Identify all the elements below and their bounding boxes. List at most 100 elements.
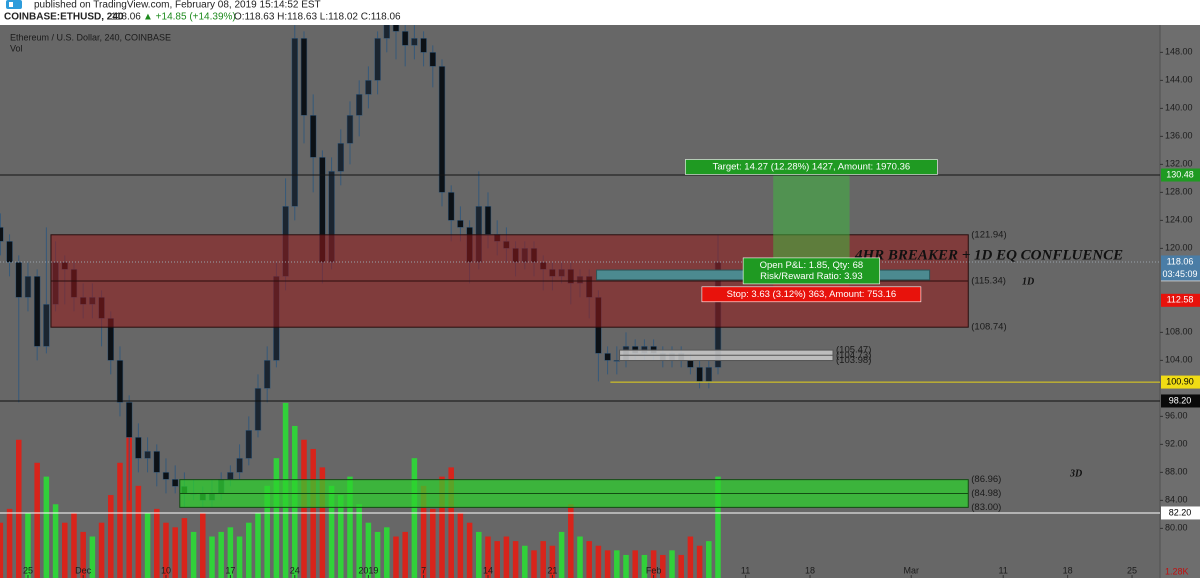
candle-body [43, 304, 50, 347]
volume-bar [715, 476, 721, 578]
volume-bar [623, 554, 629, 578]
volume-bar [632, 550, 638, 578]
volume-bar [89, 536, 96, 578]
volume-bar [549, 545, 556, 578]
volume-bar [135, 485, 142, 578]
ohlc: O:118.63 H:118.63 L:118.02 C:118.06 [234, 12, 401, 23]
pnl-label-box [742, 257, 880, 285]
y-tick-label: 80.00 [1165, 523, 1188, 533]
volume-bar [328, 485, 335, 578]
volume-bar [163, 522, 169, 578]
volume-bar [568, 504, 574, 578]
price-label: 118.06 [1167, 256, 1194, 266]
countdown: 03:45:09 [1162, 269, 1197, 279]
price-label-box [1161, 293, 1200, 307]
volume-bar [457, 513, 464, 578]
volume-bar [98, 522, 105, 578]
volume-bar [540, 541, 546, 578]
price-label: 130.48 [1166, 169, 1194, 179]
volume-bar [347, 476, 353, 578]
volume-bar [62, 522, 68, 578]
y-tick-label: 140.00 [1165, 103, 1193, 113]
annotation: 1D [1022, 276, 1034, 287]
candle-body [401, 31, 409, 46]
candle-body [309, 115, 317, 158]
x-tick-label: 25 [23, 565, 33, 575]
price-label: 112.58 [1167, 295, 1194, 305]
symbol: COINBASE:ETHUSD, 240 [4, 12, 124, 23]
volume-bar [246, 522, 252, 578]
volume-bar [16, 439, 22, 578]
y-tick-label: 148.00 [1165, 47, 1193, 57]
x-tick-label: 21 [547, 565, 557, 575]
tv-logo [6, 0, 22, 9]
price-label: 100.90 [1166, 376, 1194, 386]
volume-bar [466, 522, 473, 578]
zone-label: (103.98) [836, 355, 871, 366]
volume-bar [448, 467, 454, 578]
volume-bar [25, 513, 31, 578]
candle-body [291, 38, 298, 207]
annotation: 3D [1069, 468, 1082, 479]
candle-body [245, 430, 252, 459]
zone-label: (84.98) [971, 488, 1001, 499]
volume-bar [558, 531, 565, 578]
y-tick-label: 144.00 [1165, 75, 1193, 85]
candle-body [337, 143, 344, 172]
volume-bar [485, 536, 491, 578]
candle-body [457, 220, 464, 228]
candle-body [116, 360, 124, 403]
price-label-box [1161, 168, 1200, 182]
volume-bar [476, 531, 482, 578]
volume-bar [34, 462, 40, 578]
volume-bar [227, 527, 234, 578]
y-tick-label: 124.00 [1165, 215, 1193, 225]
volume-bar [614, 550, 620, 578]
volume-bar [255, 513, 261, 578]
chart-title: Ethereum / U.S. Dollar, 240, COINBASE [10, 32, 171, 42]
zone-label: (86.96) [971, 474, 1001, 485]
volume-bar [356, 504, 362, 578]
x-tick-label: 18 [1063, 565, 1073, 575]
stop-label-box [701, 286, 922, 303]
candle-body [374, 38, 381, 81]
volume-bar [236, 536, 243, 578]
volume-bar [71, 513, 77, 578]
candle-body [484, 206, 492, 235]
candle-body [355, 94, 363, 116]
x-tick-label: 11 [741, 565, 750, 575]
candle-body [33, 276, 41, 347]
y-tick-label: 136.00 [1165, 131, 1193, 141]
stop-label: Stop: 3.63 (3.12%) 363, Amount: 753.16 [727, 289, 897, 300]
volume-bar [154, 508, 160, 578]
candle-body [420, 38, 427, 53]
volume-bar [43, 476, 50, 578]
annotation: 4HR BREAKER + 1D EQ CONFLUENCE [854, 247, 1123, 263]
x-tick-label: Feb [646, 565, 662, 575]
x-tick-label: 2019 [358, 565, 378, 575]
candle-body [438, 66, 446, 193]
price-label: 98.20 [1169, 395, 1192, 405]
y-tick-label: 84.00 [1165, 495, 1188, 505]
volume-bar [512, 541, 519, 578]
volume-bar [273, 458, 280, 578]
x-tick-label: 25 [1127, 565, 1137, 575]
volume-bar [365, 522, 372, 578]
volume-bar [402, 531, 408, 578]
price-label-box [1161, 394, 1200, 408]
volume-bar [117, 462, 123, 578]
price-change: ▲ +14.85 (+14.39%) [143, 12, 236, 23]
zone-label: (104.73) [836, 350, 871, 361]
price-label-box [1161, 255, 1200, 269]
candle-body [236, 458, 243, 473]
candle-body [125, 402, 133, 438]
y-tick-label: 120.00 [1165, 243, 1193, 253]
y-tick-label: 88.00 [1165, 467, 1188, 477]
volume-bar [310, 448, 316, 578]
volume-bar [108, 495, 114, 578]
candle-body [365, 80, 372, 95]
y-tick-label: 96.00 [1165, 411, 1188, 421]
volume-bar [384, 527, 390, 578]
volume-bar [687, 536, 694, 578]
